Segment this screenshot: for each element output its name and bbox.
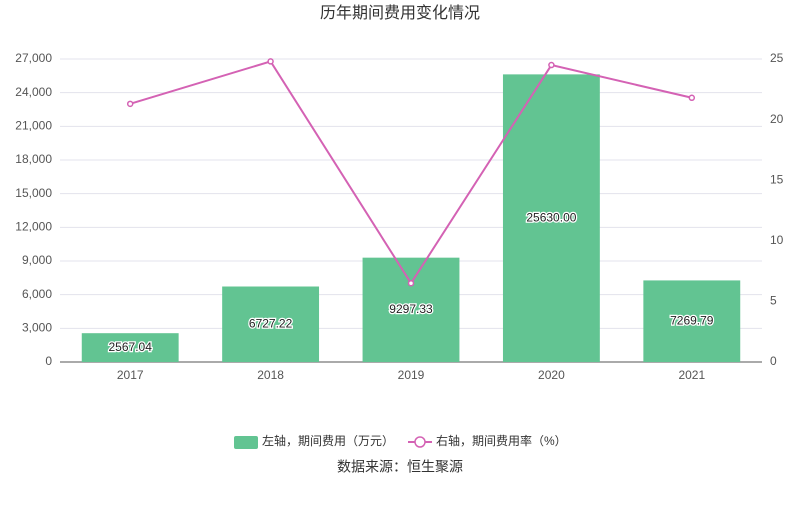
point: [548, 61, 555, 69]
y-tick-label: 9,000: [22, 253, 52, 267]
y-tick-label: 3,000: [22, 321, 52, 335]
y-tick-label: 21,000: [15, 119, 52, 133]
bar: [643, 280, 741, 362]
x-tick-label: 2018: [257, 368, 284, 382]
bar: [362, 257, 460, 362]
y-tick-label: 6,000: [22, 287, 52, 301]
legend-label: 右轴，期间费用率（%）: [436, 433, 567, 448]
point: [407, 279, 415, 287]
point: [126, 100, 134, 108]
legend-label: 左轴，期间费用（万元）: [262, 433, 394, 448]
y-tick-label: 12,000: [15, 220, 52, 234]
chart-title: 历年期间费用变化情况: [320, 4, 480, 22]
line: [129, 60, 693, 286]
bar-label: 9297.33: [389, 302, 433, 316]
y-tick-label: 15,000: [15, 186, 52, 200]
y2-tick-label: 25: [770, 51, 784, 65]
legend-swatch: [234, 436, 258, 449]
source: 数据来源：恒生聚源: [337, 459, 463, 475]
y-tick-label: 27,000: [15, 51, 52, 65]
y2-tick-label: 0: [770, 354, 777, 368]
bar-label: 6727.22: [249, 316, 293, 330]
bar: [502, 74, 600, 362]
x-tick-label: 2019: [398, 368, 425, 382]
point: [267, 58, 274, 65]
y-tick-label: 0: [45, 354, 52, 368]
bar-label: 7269.79: [670, 313, 714, 327]
y-tick-label: 24,000: [15, 85, 52, 99]
y2-tick-label: 10: [770, 233, 784, 247]
x-tick-label: 2017: [117, 368, 144, 382]
x-tick-label: 2021: [678, 368, 705, 382]
legend-swatch: [414, 436, 426, 448]
y2-tick-label: 5: [770, 294, 777, 308]
x-tick-label: 2020: [538, 368, 565, 382]
bar-label: 25630.00: [526, 210, 576, 224]
y2-tick-label: 15: [770, 172, 784, 186]
y2-tick-label: 20: [770, 112, 784, 126]
y-tick-label: 18,000: [15, 152, 52, 166]
bar: [222, 286, 320, 362]
bar: [81, 333, 179, 362]
bar-label: 2567.04: [109, 340, 153, 354]
point: [688, 94, 696, 102]
